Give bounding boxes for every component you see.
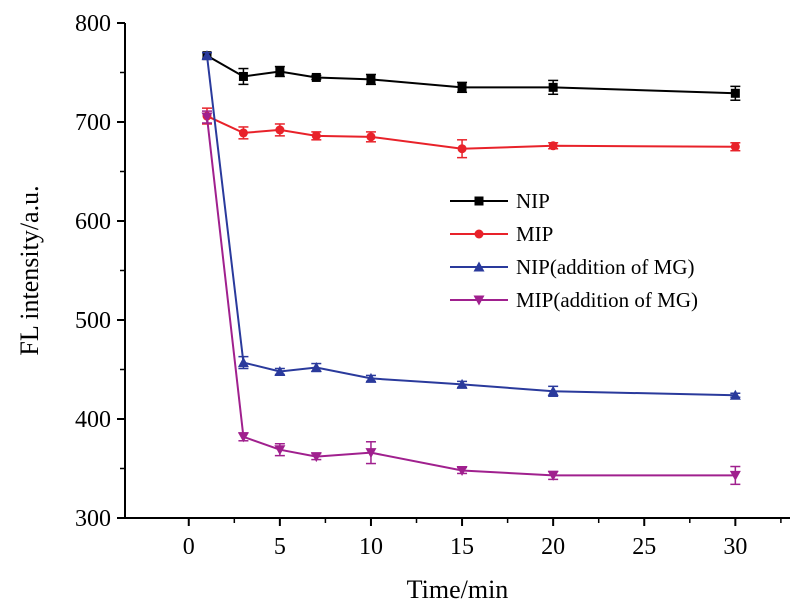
data-point [201,50,213,61]
y-tick-label: 300 [75,506,111,532]
data-point [275,67,285,77]
series-4 [201,110,741,486]
data-point [237,432,249,443]
data-point [238,128,248,138]
legend: NIP MIP NIP(addition of MG) MIP(addition of… [450,189,698,312]
data-point [548,82,558,92]
series-line [205,55,736,397]
legend-label: MIP [516,222,553,246]
legend-item: NIP [450,189,550,213]
data-point [365,448,377,459]
data-point [547,385,559,396]
y-tick-label: 800 [75,11,111,37]
series-line [206,115,736,150]
data-point [310,362,322,373]
series-2 [201,107,741,159]
series-layer [201,50,741,486]
legend-swatch-marker [473,295,485,306]
data-point [274,445,286,456]
data-point [201,112,213,123]
data-point [456,378,468,389]
x-tick-label: 30 [723,534,747,560]
series-3 [201,50,741,400]
y-tick-label: 700 [75,110,111,136]
legend-swatch-marker [473,261,485,272]
data-point [311,72,321,82]
data-point [456,465,468,476]
data-point [730,142,740,152]
data-point [547,470,559,481]
y-tick-label: 400 [75,407,111,433]
data-point [238,71,248,81]
data-point [457,82,467,92]
legend-item: MIP(addition of MG) [450,288,698,312]
x-tick-label: 20 [541,534,565,560]
y-tick-label: 500 [75,308,111,334]
data-point [311,131,321,141]
x-tick-label: 15 [450,534,474,560]
data-point [730,88,740,98]
series-line [205,116,736,477]
data-point [237,357,249,368]
data-point [366,132,376,142]
legend-swatch-marker [474,229,484,239]
data-point [366,74,376,84]
data-point [729,389,741,400]
legend-item: MIP [450,222,553,246]
legend-label: MIP(addition of MG) [516,288,698,312]
data-point [274,365,286,376]
y-axis-ticks: 300 400 500 600 700 800 [75,11,125,532]
y-axis-title: FL intensity/a.u. [15,185,44,355]
x-axis-title: Time/min [407,575,509,604]
data-point [275,125,285,135]
x-tick-label: 5 [274,534,286,560]
data-point [548,141,558,151]
x-tick-label: 0 [183,534,195,560]
data-point [310,452,322,463]
legend-label: NIP(addition of MG) [516,255,694,279]
legend-label: NIP [516,189,550,213]
data-point [729,470,741,481]
data-point [365,372,377,383]
x-tick-label: 25 [632,534,656,560]
data-point [457,144,467,154]
series-line [206,54,736,95]
legend-item: NIP(addition of MG) [450,255,694,279]
series-1 [201,51,741,101]
y-tick-label: 600 [75,209,111,235]
x-axis-ticks: 0 5 10 15 20 25 30 [183,518,782,560]
x-tick-label: 10 [359,534,383,560]
legend-swatch-marker [474,196,484,206]
